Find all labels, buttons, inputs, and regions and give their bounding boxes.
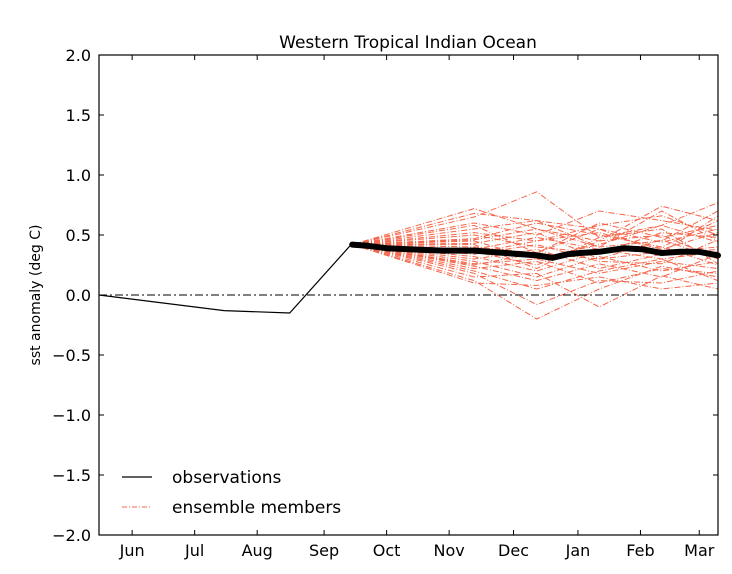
- ensemble-member-line-4: [352, 215, 718, 246]
- axes: 2.0 1.5 1.0 0.5 0.0 −0.5 −1.0 −1.5 −2.0 Jun Jul Aug…: [52, 46, 719, 560]
- y-tick-label-1: 1.5: [66, 106, 91, 125]
- y-tick-label-2: 1.0: [66, 166, 91, 185]
- y-tick-label-4: 0.0: [66, 286, 91, 305]
- y-tick-label-6: −1.0: [52, 406, 91, 425]
- ensemble-member-line-14: [352, 244, 718, 270]
- x-tick-label-7: Jan: [565, 541, 591, 560]
- ensemble-member-line-8: [352, 232, 718, 260]
- y-tick-label-8: −2.0: [52, 526, 91, 545]
- ensemble-member-line-16: [352, 244, 718, 274]
- observations-layer: [98, 242, 353, 314]
- ensemble-member-line-5: [352, 232, 718, 254]
- ensemble-member-line-25: [352, 210, 718, 248]
- ensemble-member-line-19: [352, 244, 718, 290]
- ensemble-member-line-20: [352, 244, 718, 306]
- ensemble-member-line-22: [352, 244, 718, 320]
- ensemble-member-line-23: [352, 244, 718, 290]
- ensemble-member-line-9: [352, 228, 718, 254]
- ensemble-member-line-2: [352, 210, 718, 246]
- ensemble-member-line-3: [352, 210, 718, 248]
- ensemble-member-line-18: [352, 244, 718, 284]
- ensemble-member-line-15: [352, 244, 718, 278]
- legend-observations-label: observations: [172, 468, 282, 488]
- ensemble-member-line-1: [352, 191, 718, 246]
- x-tick-label-8: Feb: [626, 541, 654, 560]
- legend: observations ensemble members: [122, 468, 341, 518]
- x-tick-label-1: Jul: [184, 541, 204, 560]
- x-tick-label-5: Nov: [434, 541, 465, 560]
- y-tick-label-7: −1.5: [52, 466, 91, 485]
- y-tick-label-5: −0.5: [52, 346, 91, 365]
- ensemble-member-line-0: [352, 205, 718, 246]
- y-tick-label-3: 0.5: [66, 226, 91, 245]
- ensemble-member-line-28: [352, 212, 718, 254]
- y-axis-label: sst anomaly (deg C): [28, 225, 44, 366]
- x-tick-label-0: Jun: [119, 541, 145, 560]
- ensemble-member-line-21: [352, 244, 718, 308]
- x-tick-label-9: Mar: [684, 541, 715, 560]
- ensemble-member-line-24: [352, 222, 718, 254]
- ensemble-member-line-27: [352, 239, 718, 266]
- x-tick-label-3: Sep: [309, 541, 339, 560]
- ensemble-member-line-7: [352, 224, 718, 260]
- x-tick-label-4: Oct: [373, 541, 401, 560]
- y-tick-label-0: 2.0: [66, 46, 91, 65]
- legend-ensemble-label: ensemble members: [172, 498, 341, 518]
- ensemble-mean-layer: [349, 241, 721, 261]
- observations-line: [98, 242, 353, 314]
- chart-title: Western Tropical Indian Ocean: [279, 33, 537, 53]
- ensemble-member-line-6: [352, 220, 718, 248]
- ensemble-mean-line: [349, 241, 721, 261]
- ensemble-members: [352, 191, 718, 320]
- x-tick-label-2: Aug: [242, 541, 273, 560]
- x-tick-label-6: Dec: [498, 541, 529, 560]
